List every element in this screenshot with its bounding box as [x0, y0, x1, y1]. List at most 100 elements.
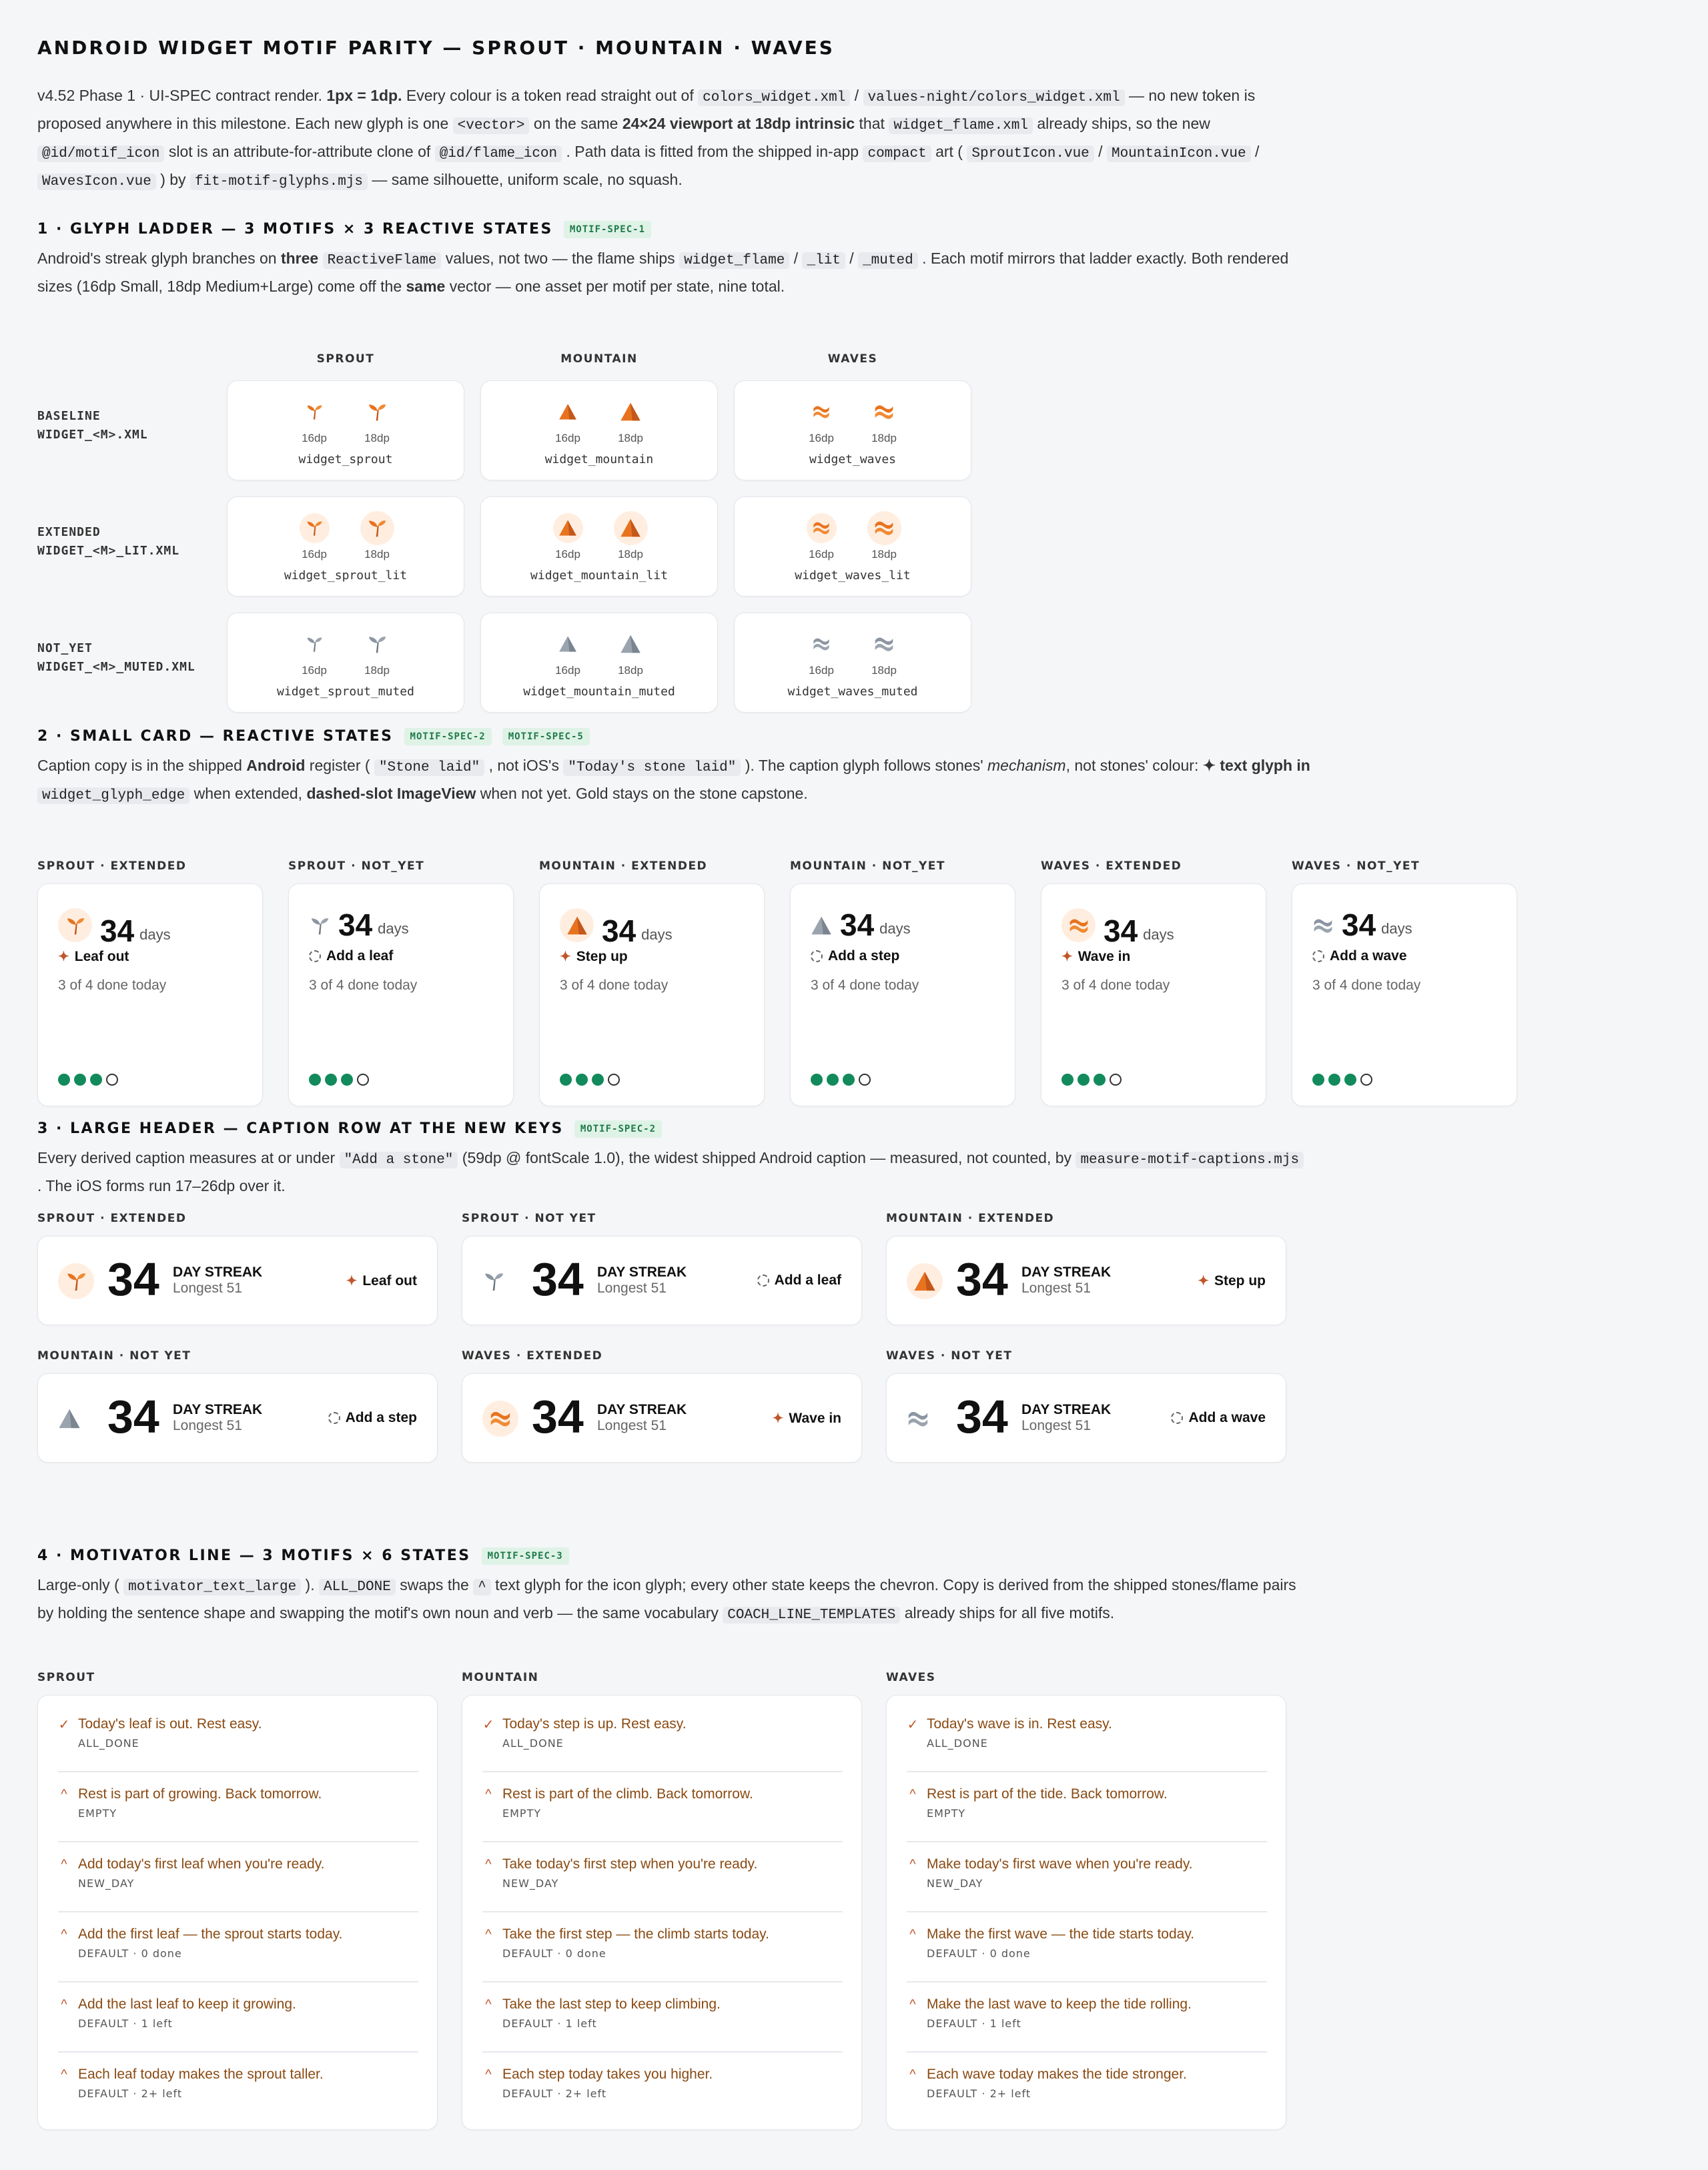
chevron-up-icon: ^ — [61, 2067, 67, 2082]
sprout-icon — [482, 1270, 505, 1293]
section-glyph-ladder: 1 · GLYPH LADDER — 3 MOTIFS × 3 REACTIVE… — [37, 219, 1665, 713]
size-label: 16dp — [809, 548, 834, 561]
motivator-text: Each step today takes you higher. — [502, 2067, 713, 2082]
row-label: NOT_YET WIDGET_<M>_MUTED.XML — [37, 641, 195, 674]
size-label: 18dp — [618, 548, 643, 561]
day-streak-label: DAY STREAK — [597, 1264, 687, 1280]
card-label: SPROUT · NOT_YET — [288, 859, 425, 873]
streak-count: 34 — [532, 1253, 584, 1305]
waves-icon — [873, 401, 895, 422]
motivator-text: Each leaf today makes the sprout taller. — [78, 2067, 324, 2082]
state-label: DEFAULT · 0 done — [78, 1947, 182, 1960]
motivator-text: Each wave today makes the tide stronger. — [927, 2067, 1187, 2082]
caption: Step up — [1214, 1273, 1266, 1289]
card-label: WAVES · NOT_YET — [1292, 859, 1420, 873]
motivator-text: Make the last wave to keep the tide roll… — [927, 1997, 1192, 2012]
state-label: DEFAULT · 1 left — [927, 2017, 1021, 2030]
dot-empty — [608, 1074, 620, 1086]
sprout-glow-icon — [58, 908, 92, 942]
glyph-resource-name: widget_mountain_lit — [530, 569, 668, 583]
progress-text: 3 of 4 done today — [58, 978, 167, 993]
mountain-icon — [620, 517, 641, 538]
caption: Wave in — [789, 1410, 841, 1426]
progress-dots — [560, 1074, 620, 1086]
streak-count: 34 — [840, 908, 875, 942]
state-label: DEFAULT · 0 done — [502, 1947, 606, 1960]
motivator-text: Today's step is up. Rest easy. — [502, 1716, 687, 1732]
divider — [907, 2051, 1267, 2053]
divider — [482, 2051, 843, 2053]
check-icon: ✓ — [907, 1717, 919, 1732]
size-label: 18dp — [364, 664, 390, 677]
glyph-resource-name: widget_sprout — [298, 452, 393, 466]
section-description: Caption copy is in the shipped Android r… — [37, 757, 1310, 804]
longest-label: Longest 51 — [173, 1418, 242, 1433]
divider — [907, 1841, 1267, 1842]
glyph-cell-sprout: 16dp 18dp widget_sprout_lit — [227, 496, 464, 597]
chevron-up-icon: ^ — [61, 1997, 67, 2012]
mountain-icon — [620, 633, 641, 655]
motivator-text: Make the first wave — the tide starts to… — [927, 1926, 1195, 1942]
glyph-cell-mountain: 16dp 18dp widget_mountain — [480, 380, 718, 480]
motivator-text: Today's leaf is out. Rest easy. — [78, 1716, 262, 1732]
glyph-cell-mountain: 16dp 18dp widget_mountain_muted — [480, 613, 718, 713]
dashed-slot-icon — [1312, 950, 1324, 962]
waves-icon — [812, 402, 831, 421]
days-label: days — [378, 920, 409, 937]
divider — [907, 1911, 1267, 1912]
page-title: ANDROID WIDGET MOTIF PARITY — SPROUT · M… — [37, 37, 835, 59]
sparkle-icon: ✦ — [1061, 950, 1073, 964]
large-header-card: 34 DAY STREAK Longest 51 Add a leaf — [462, 1236, 862, 1325]
motivator-row: ^ Take today's first step when you're rea… — [482, 1856, 843, 1890]
day-streak-label: DAY STREAK — [597, 1402, 687, 1417]
glyph-resource-name: widget_sprout_muted — [277, 685, 414, 699]
chevron-up-icon: ^ — [909, 1926, 916, 1942]
sprout-icon — [305, 402, 324, 421]
motivator-row: ^ Add the first leaf — the sprout starts … — [58, 1926, 418, 1960]
state-label: EMPTY — [78, 1807, 117, 1820]
card-label: MOUNTAIN · NOT YET — [37, 1349, 191, 1363]
progress-dots — [811, 1074, 871, 1086]
waves-glow-icon — [806, 512, 837, 543]
sprout-icon — [309, 915, 330, 936]
motivator-row: ✓ Today's step is up. Rest easy. ALL_DONE — [482, 1716, 843, 1750]
sprout-icon — [366, 517, 388, 538]
streak-count: 34 — [107, 1391, 159, 1443]
caption: Add a wave — [1188, 1410, 1266, 1425]
chevron-up-icon: ^ — [485, 2067, 492, 2082]
glyph-resource-name: widget_waves_lit — [795, 569, 911, 583]
chevron-up-icon: ^ — [909, 1997, 916, 2012]
dashed-slot-icon — [309, 950, 321, 962]
waves-icon — [873, 633, 895, 655]
spec-tag: MOTIF-SPEC-1 — [563, 221, 652, 238]
dot-filled — [1328, 1074, 1340, 1086]
progress-dots — [58, 1074, 118, 1086]
section-large-header: 3 · LARGE HEADER — CAPTION ROW AT THE NE… — [37, 1118, 1665, 1463]
motivator-row: ^ Make today's first wave when you're rea… — [907, 1856, 1267, 1890]
longest-label: Longest 51 — [597, 1418, 667, 1433]
motivator-row: ^ Add today's first leaf when you're read… — [58, 1856, 418, 1890]
progress-text: 3 of 4 done today — [560, 978, 669, 993]
small-widget-card: 34 days Add a wave 3 of 4 done today — [1292, 883, 1517, 1106]
small-widget-card: 34 days ✦ Wave in 3 of 4 done today — [1041, 883, 1266, 1106]
card-label: SPROUT · EXTENDED — [37, 859, 187, 873]
dot-filled — [1344, 1074, 1356, 1086]
dot-filled — [309, 1074, 321, 1086]
chevron-up-icon: ^ — [909, 1856, 916, 1872]
size-label: 16dp — [809, 664, 834, 677]
caption: Step up — [576, 948, 628, 964]
longest-label: Longest 51 — [173, 1281, 242, 1296]
card-label: WAVES · EXTENDED — [462, 1349, 603, 1363]
section-title: 4 · MOTIVATOR LINE — 3 MOTIFS × 6 STATES… — [37, 1545, 1665, 1567]
size-label: 16dp — [302, 432, 327, 444]
dashed-slot-icon — [1171, 1412, 1184, 1424]
state-label: DEFAULT · 1 left — [502, 2017, 597, 2030]
divider — [482, 1841, 843, 1842]
motivator-text: Add the first leaf — the sprout starts t… — [78, 1926, 343, 1942]
divider — [58, 1771, 418, 1772]
dot-filled — [843, 1074, 855, 1086]
glyph-cell-waves: 16dp 18dp widget_waves_lit — [734, 496, 971, 597]
waves-icon — [1312, 915, 1334, 936]
days-label: days — [879, 920, 911, 937]
spec-tag: MOTIF-SPEC-3 — [481, 1547, 569, 1565]
